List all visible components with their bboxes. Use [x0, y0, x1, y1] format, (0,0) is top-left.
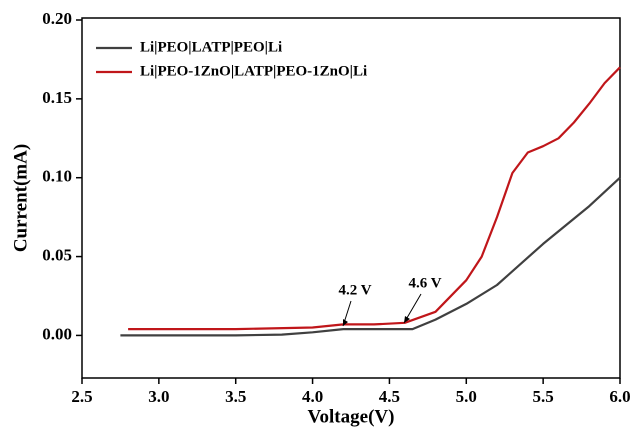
plot-frame: [81, 17, 621, 379]
y-tick-label: 0.05: [42, 245, 72, 264]
y-tick-label: 0.10: [42, 167, 72, 186]
legend-label: Li|PEO-1ZnO|LATP|PEO-1ZnO|Li: [140, 63, 367, 79]
x-tick-label: 2.5: [71, 387, 92, 406]
y-tick-label: 0.00: [42, 324, 72, 343]
x-tick-label: 4.0: [302, 387, 323, 406]
x-tick-label: 5.5: [533, 387, 554, 406]
y-axis-label: Current(mA): [10, 144, 31, 252]
x-axis-label: Voltage(V): [308, 406, 395, 427]
x-tick-label: 5.0: [456, 387, 477, 406]
annotation-arrowhead: [404, 316, 410, 323]
y-tick-label: 0.15: [42, 88, 72, 107]
annotation: 4.6 V: [408, 275, 441, 291]
x-tick-label: 6.0: [609, 387, 630, 406]
legend-label: Li|PEO|LATP|PEO|Li: [140, 39, 282, 55]
x-tick-label: 3.0: [148, 387, 169, 406]
data-line: [128, 66, 621, 331]
annotation: 4.2 V: [338, 282, 371, 298]
x-tick-label: 3.5: [225, 387, 246, 406]
data-line: [120, 176, 621, 337]
x-tick-label: 4.5: [379, 387, 400, 406]
y-tick-label: 0.20: [42, 9, 72, 28]
annotation-arrowhead: [343, 319, 348, 326]
